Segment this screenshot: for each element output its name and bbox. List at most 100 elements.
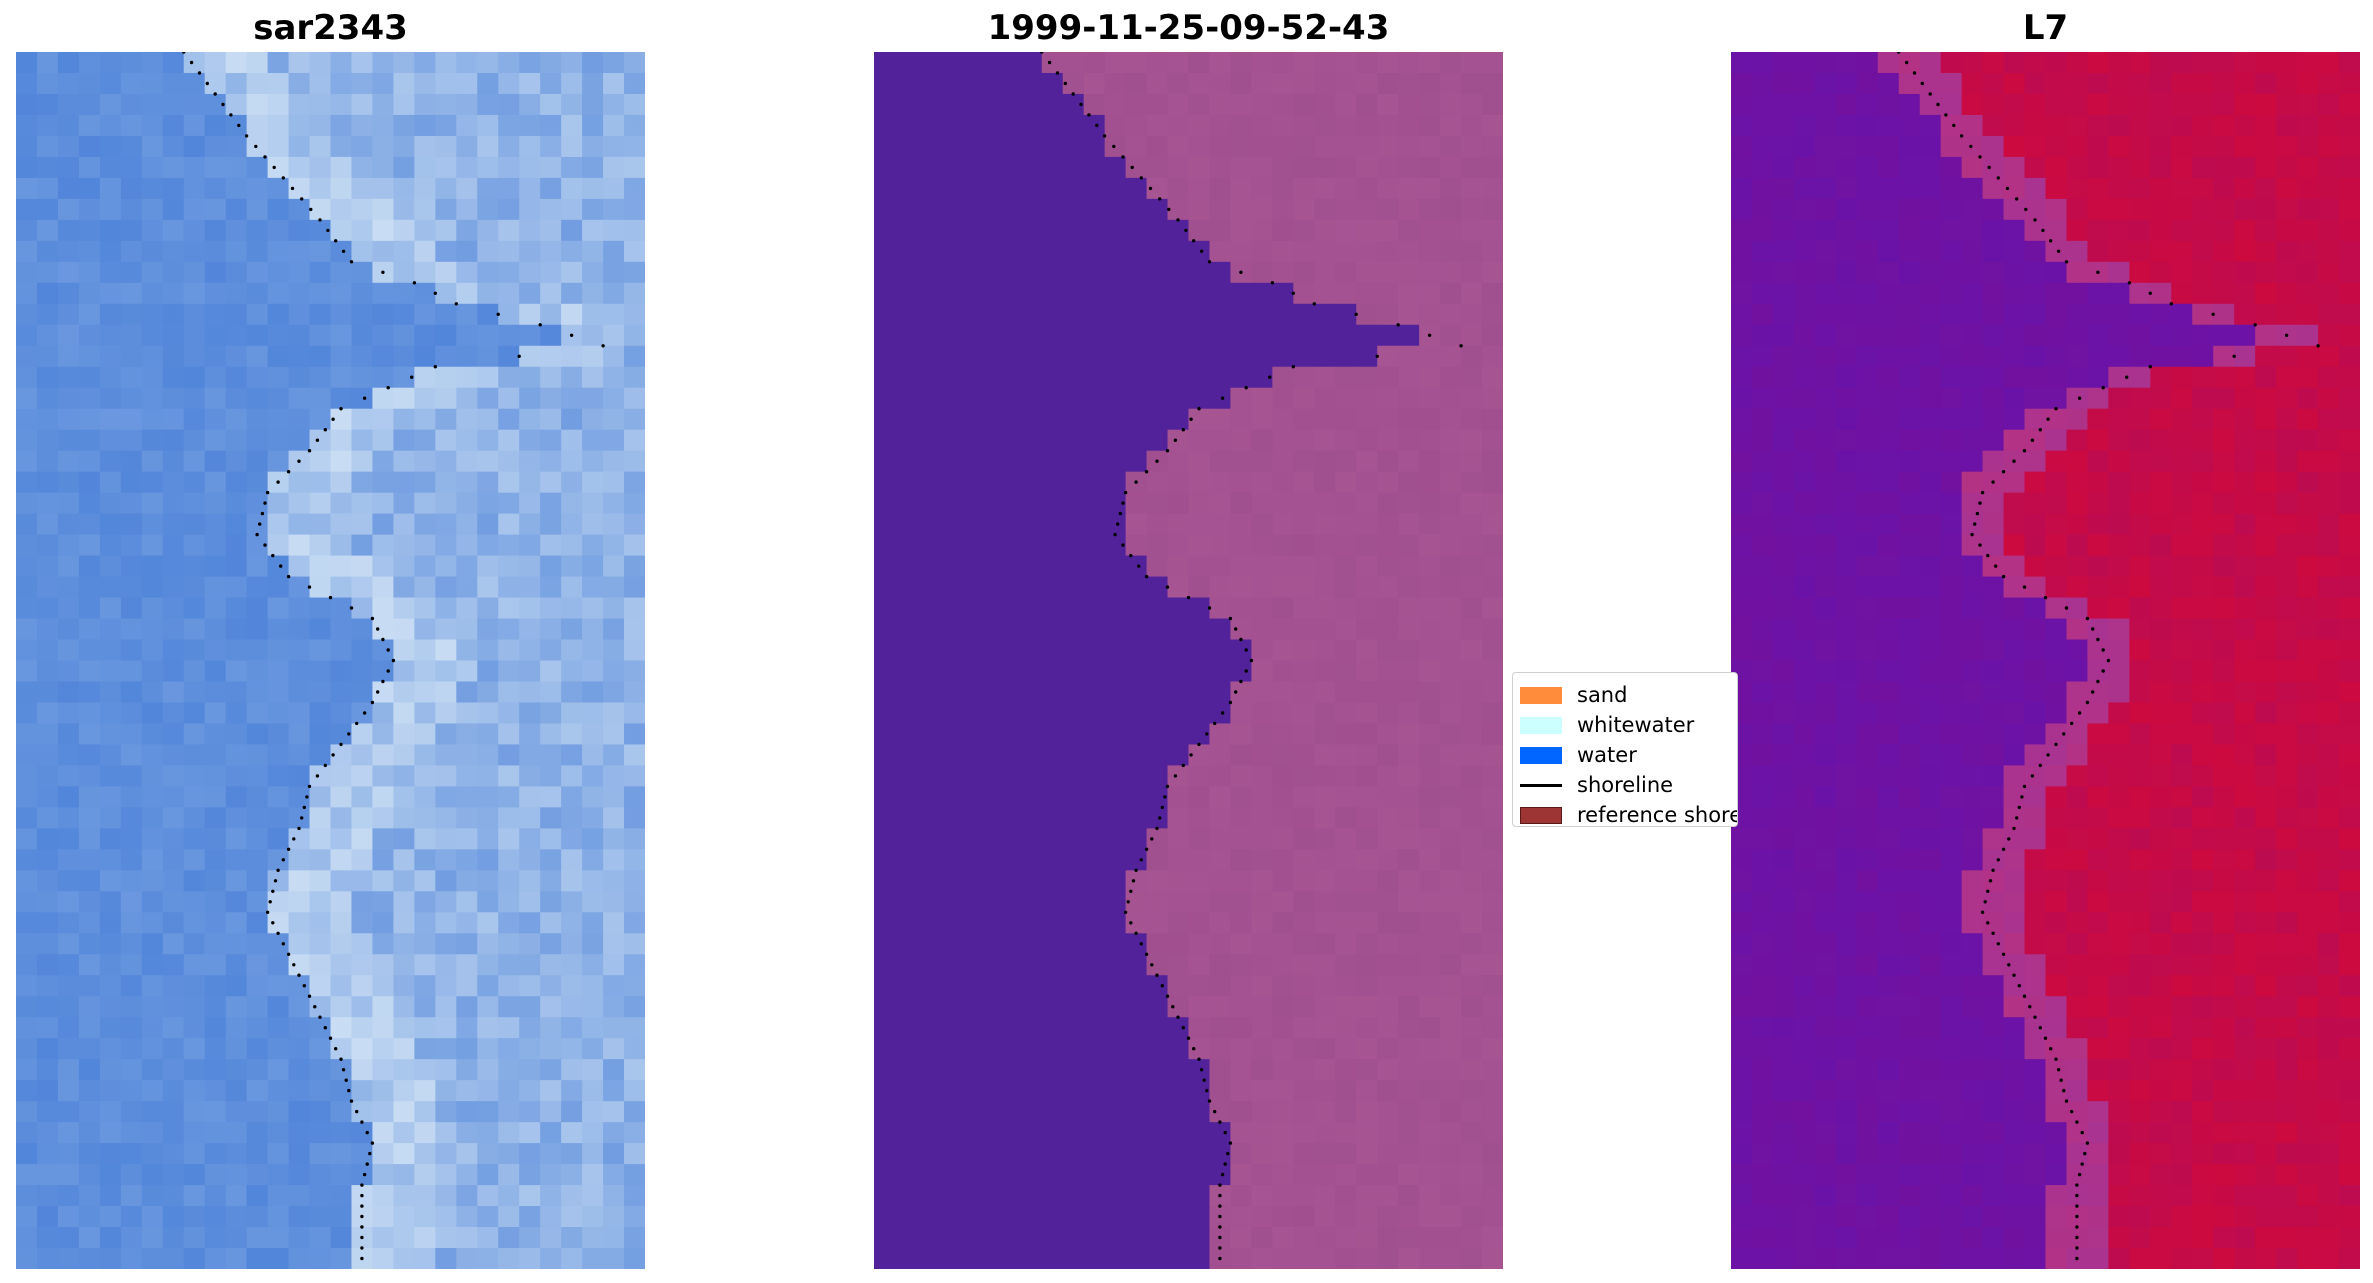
image-pixel	[894, 387, 917, 410]
image-pixel	[78, 555, 101, 578]
image-pixel	[1083, 849, 1106, 871]
image-pixel	[1167, 93, 1190, 116]
image-pixel	[414, 618, 436, 641]
image-pixel	[372, 639, 394, 662]
image-pixel	[540, 807, 562, 829]
image-pixel	[2045, 870, 2068, 892]
image-pixel	[1482, 1017, 1503, 1039]
image-pixel	[1335, 849, 1357, 871]
image-pixel	[1188, 1227, 1211, 1249]
image-pixel	[393, 1038, 415, 1060]
image-pixel	[2108, 891, 2130, 913]
image-pixel	[246, 261, 269, 284]
image-pixel	[1293, 177, 1315, 200]
image-pixel	[246, 807, 269, 829]
image-pixel	[1167, 429, 1190, 452]
shoreline-point	[365, 1130, 369, 1135]
image-pixel	[456, 996, 478, 1018]
image-pixel	[1125, 513, 1148, 536]
image-pixel	[1377, 345, 1399, 368]
image-pixel	[330, 555, 353, 578]
image-pixel	[2024, 492, 2047, 515]
image-pixel	[1919, 660, 1942, 683]
image-pixel	[1146, 366, 1169, 389]
image-pixel	[1146, 135, 1169, 158]
image-pixel	[393, 471, 415, 494]
image-pixel	[183, 1017, 206, 1039]
image-pixel	[1772, 660, 1795, 683]
image-pixel	[1461, 198, 1483, 221]
image-pixel	[561, 828, 583, 850]
image-pixel	[894, 870, 917, 892]
image-pixel	[204, 1038, 227, 1060]
image-pixel	[351, 639, 374, 662]
image-pixel	[624, 177, 645, 200]
image-pixel	[2129, 534, 2151, 557]
image-pixel	[351, 1143, 374, 1165]
shoreline-point	[263, 543, 267, 547]
image-pixel	[246, 1185, 269, 1207]
image-pixel	[561, 1143, 583, 1165]
image-pixel	[999, 261, 1022, 284]
image-pixel	[162, 1080, 185, 1102]
image-pixel	[1083, 870, 1106, 892]
image-pixel	[309, 996, 332, 1018]
image-pixel	[1419, 639, 1441, 662]
image-pixel	[225, 492, 248, 515]
image-pixel	[2108, 933, 2130, 955]
image-pixel	[2339, 534, 2360, 557]
image-pixel	[1314, 450, 1336, 473]
image-pixel	[204, 723, 227, 746]
image-pixel	[1751, 513, 1774, 536]
image-pixel	[2297, 198, 2319, 221]
image-pixel	[225, 555, 248, 578]
image-pixel	[309, 534, 332, 557]
image-pixel	[1062, 534, 1085, 557]
image-pixel	[57, 366, 80, 389]
image-pixel	[288, 912, 311, 934]
image-pixel	[1793, 702, 1816, 725]
image-pixel	[2087, 681, 2109, 704]
image-pixel	[16, 1017, 38, 1039]
image-pixel	[120, 1164, 143, 1186]
image-pixel	[1020, 933, 1043, 955]
shoreline-point	[268, 900, 272, 904]
image-pixel	[1020, 156, 1043, 179]
image-pixel	[957, 72, 980, 95]
image-pixel	[1835, 534, 1858, 557]
image-pixel	[162, 723, 185, 746]
image-pixel	[2171, 681, 2193, 704]
image-pixel	[1898, 660, 1921, 683]
image-pixel	[540, 114, 562, 137]
image-pixel	[603, 366, 625, 389]
image-pixel	[1731, 282, 1753, 305]
image-pixel	[372, 282, 394, 305]
image-pixel	[2255, 471, 2277, 494]
image-pixel	[582, 765, 604, 787]
image-pixel	[936, 765, 959, 787]
image-pixel	[1919, 513, 1942, 536]
shoreline-point	[307, 994, 312, 998]
image-pixel	[1440, 702, 1462, 725]
image-pixel	[246, 72, 269, 95]
shoreline-point	[237, 123, 241, 128]
shoreline-point	[1139, 942, 1143, 946]
image-pixel	[2339, 681, 2360, 704]
image-pixel	[1041, 492, 1064, 515]
image-pixel	[978, 324, 1001, 347]
image-pixel	[1482, 807, 1503, 829]
image-pixel	[267, 1143, 290, 1165]
image-pixel	[936, 891, 959, 913]
image-pixel	[957, 1164, 980, 1186]
image-pixel	[1440, 52, 1462, 74]
image-pixel	[1461, 744, 1483, 767]
image-pixel	[477, 177, 499, 200]
image-pixel	[498, 282, 520, 305]
image-pixel	[936, 450, 959, 473]
image-pixel	[225, 1206, 248, 1228]
image-pixel	[1209, 135, 1232, 158]
image-pixel	[78, 282, 101, 305]
image-pixel	[1793, 156, 1816, 179]
image-pixel	[1419, 765, 1441, 787]
image-pixel	[246, 345, 269, 368]
